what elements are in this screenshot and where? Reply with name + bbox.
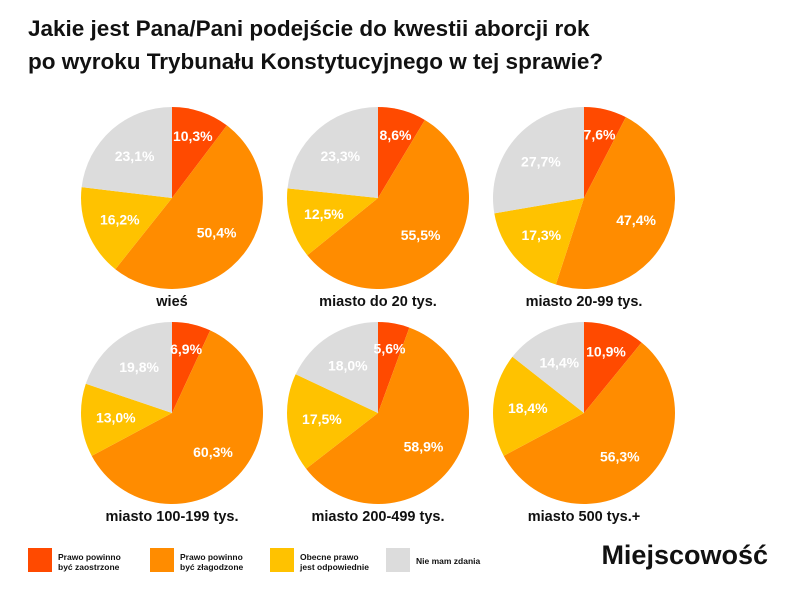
pie-value-label: 18,4% [508,400,548,416]
pie-category-label: miasto 500 tys.+ [528,509,640,525]
legend-label-line: być zaostrzone [58,562,120,572]
pie-value-label: 47,4% [616,212,656,228]
pie-value-label: 6,9% [170,341,202,357]
pie-value-label: 55,5% [401,227,441,243]
pie-miasto-do-20-tys: 8,6% 55,5% 12,5% 23,3% miasto do 20 tys. [286,107,469,310]
pie-slice-zaostrzone [378,322,410,413]
pie-slice-brak-zdania [85,322,172,413]
legend-label-odpowiednie: Obecne prawo jest odpowiednie [300,552,410,572]
pie-slice-brak-zdania [295,322,378,413]
legend-label-line: Obecne prawo [300,552,359,562]
pie-slice-zlagodzone [503,342,676,505]
pie-value-label: 58,9% [404,438,444,454]
pie-slice-zlagodzone [91,330,264,505]
legend-label-line: być złagodzone [180,562,244,572]
pie-slice-zaostrzone [172,322,211,413]
pie-category-label: miasto do 20 tys. [319,294,437,310]
pie-charts-grid: 10,3% 50,4% 16,2% 23,1% wieś 8,6% 55,5% 12,5% 23… [80,107,676,525]
pie-category-label: miasto 20-99 tys. [526,294,643,310]
pie-value-label: 17,3% [521,227,561,243]
pie-value-label: 60,3% [193,444,233,460]
legend-swatch-brak-zdania [386,548,410,572]
pie-value-label: 8,6% [380,127,412,143]
pie-slice-zaostrzone [172,107,227,198]
pie-value-label: 16,2% [100,211,140,227]
pie-slice-brak-zdania [493,107,584,214]
pie-value-label: 19,8% [119,359,159,375]
pie-slice-brak-zdania [287,107,378,198]
pie-miasto-100-199-tys: 6,9% 60,3% 13,0% 19,8% miasto 100-199 tys. [80,322,264,525]
brand-label: Miejscowość [601,540,768,570]
legend-swatch-odpowiednie [270,548,294,572]
pie-value-label: 23,3% [320,148,360,164]
pie-slice-odpowiednie [80,383,172,456]
pie-value-label: 10,3% [173,128,213,144]
pie-value-label: 7,6% [584,126,616,142]
legend-label-zlagodzone: Prawo powinno być złagodzone [180,552,290,572]
legend-swatch-zlagodzone [150,548,174,572]
legend-swatch-zaostrzone [28,548,52,572]
pie-slice-zlagodzone [555,117,676,290]
pie-value-label: 12,5% [304,206,344,222]
pie-miasto-500-tys: 10,9% 56,3% 18,4% 14,4% miasto 500 tys.+ [492,322,676,525]
legend-label-line: Nie mam zdania [416,556,481,566]
pie-slice-zlagodzone [115,125,263,289]
pie-slice-odpowiednie [287,374,378,469]
pie-value-label: 23,1% [115,148,155,164]
legend-label-brak-zdania: Nie mam zdania [416,556,526,566]
pie-slice-zaostrzone [584,322,642,413]
pie-value-label: 10,9% [586,343,626,359]
pie-slice-odpowiednie [492,356,584,456]
pie-slice-zaostrzone [584,107,626,198]
chart-title: Jakie jest Pana/Pani podejście do kwesti… [28,12,788,78]
pie-value-label: 14,4% [539,354,579,370]
pie-slice-odpowiednie [81,187,172,270]
legend-label-line: jest odpowiednie [300,562,369,572]
pie-miasto-20-99-tys: 7,6% 47,4% 17,3% 27,7% miasto 20-99 tys. [493,107,676,310]
pie-charts-svg: 10,3% 50,4% 16,2% 23,1% wieś 8,6% 55,5% 12,5% 23… [80,107,676,525]
pie-slice-odpowiednie [494,198,584,285]
pie-value-label: 50,4% [197,225,237,241]
pie-category-label: miasto 100-199 tys. [106,509,239,525]
pie-value-label: 5,6% [374,341,406,357]
chart-title-line-1: Jakie jest Pana/Pani podejście do kwesti… [28,16,590,41]
pie-slice-brak-zdania [81,107,172,198]
pie-category-label: wieś [155,294,187,310]
pie-miasto-200-499-tys: 5,6% 58,9% 17,5% 18,0% miasto 200-499 tys. [287,322,470,525]
pie-slice-zaostrzone [378,107,425,198]
legend-label-line: Prawo powinno [180,552,243,562]
pie-value-label: 56,3% [600,449,640,465]
pie-slice-zlagodzone [307,119,469,289]
chart-title-line-2: po wyroku Trybunału Konstytucyjnego w te… [28,49,604,74]
pie-slice-brak-zdania [512,322,584,413]
legend-label-line: Prawo powinno [58,552,121,562]
legend-label-zaostrzone: Prawo powinno być zaostrzone [58,552,168,572]
pie-wies: 10,3% 50,4% 16,2% 23,1% wieś [81,107,263,310]
pie-category-label: miasto 200-499 tys. [312,509,445,525]
pie-value-label: 27,7% [521,154,561,170]
pie-slice-zlagodzone [306,327,470,505]
pie-value-label: 18,0% [328,357,368,373]
pie-value-label: 13,0% [96,410,136,426]
pie-slice-odpowiednie [286,188,378,256]
pie-value-label: 17,5% [302,411,342,427]
